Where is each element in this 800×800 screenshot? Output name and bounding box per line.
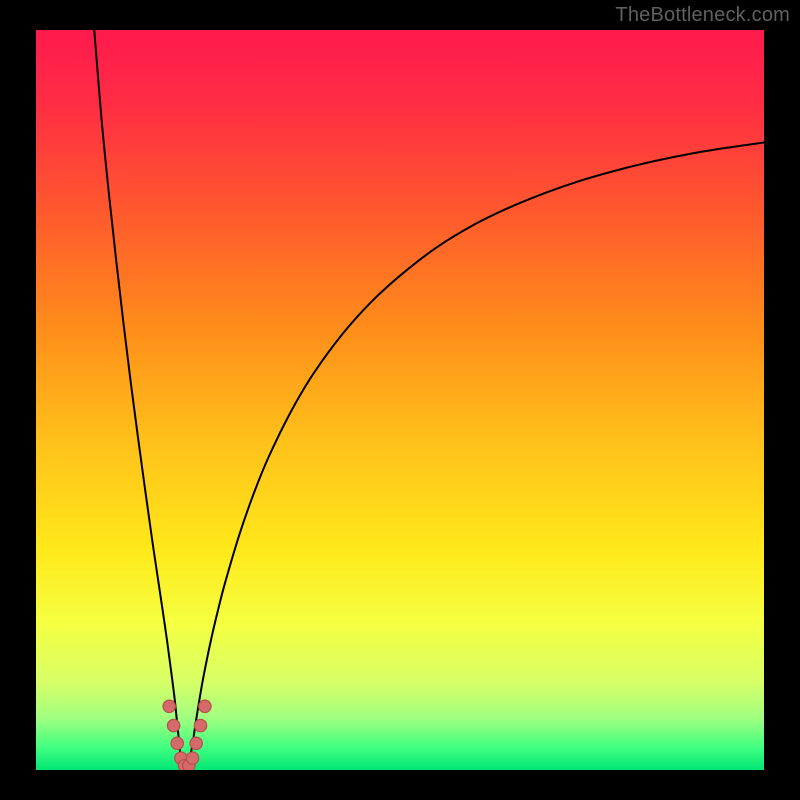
watermark-text: TheBottleneck.com: [615, 4, 790, 27]
bottom-marker-dot: [186, 752, 198, 764]
bottom-marker-dot: [190, 737, 202, 749]
bottleneck-chart: [0, 0, 800, 800]
bottom-marker-dot: [171, 737, 183, 749]
bottom-marker-dot: [199, 700, 211, 712]
chart-container: TheBottleneck.com: [0, 0, 800, 800]
bottom-marker-dot: [163, 700, 175, 712]
bottom-marker-dot: [194, 719, 206, 731]
bottom-marker-dot: [167, 719, 179, 731]
chart-gradient-background: [36, 30, 764, 770]
